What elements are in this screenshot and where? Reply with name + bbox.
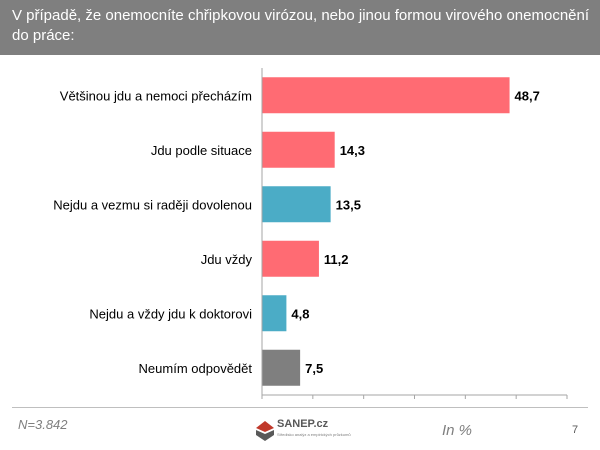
bar [262, 295, 287, 332]
bar [262, 186, 331, 223]
value-label: 11,2 [324, 252, 349, 267]
category-label: Nejdu a vezmu si raději dovolenou [53, 197, 252, 212]
logo-name: SANEP.cz [277, 418, 329, 430]
sanep-logo: SANEP.cz Středisko analýz a empirických … [255, 418, 365, 444]
sanep-logo-icon [256, 421, 274, 441]
category-label: Nejdu a vždy jdu k doktorovi [89, 306, 252, 321]
bar [262, 131, 335, 168]
logo-tagline: Středisko analýz a empirických průzkumů [277, 432, 351, 437]
bar-chart: Většinou jdu a nemoci přecházím 48,7 Jdu p… [53, 68, 568, 399]
value-label: 48,7 [515, 88, 540, 103]
slide-header: V případě, že onemocníte chřipkovou viró… [0, 0, 600, 55]
bar [262, 349, 301, 386]
category-label: Jdu vždy [201, 252, 253, 267]
bar [262, 240, 319, 277]
footer-divider [12, 407, 588, 408]
sample-size: N=3.842 [18, 417, 68, 432]
category-label: Jdu podle situace [151, 143, 252, 158]
unit-label: In % [442, 422, 473, 439]
value-label: 13,5 [336, 197, 361, 212]
question-title: V případě, že onemocníte chřipkovou viró… [12, 7, 590, 44]
value-label: 7,5 [305, 361, 323, 376]
value-label: 4,8 [291, 306, 309, 321]
category-label: Neumím odpovědět [139, 361, 253, 376]
bar [262, 77, 510, 114]
value-label: 14,3 [340, 143, 365, 158]
page-number: 7 [572, 424, 579, 436]
category-label: Většinou jdu a nemoci přecházím [60, 88, 252, 103]
